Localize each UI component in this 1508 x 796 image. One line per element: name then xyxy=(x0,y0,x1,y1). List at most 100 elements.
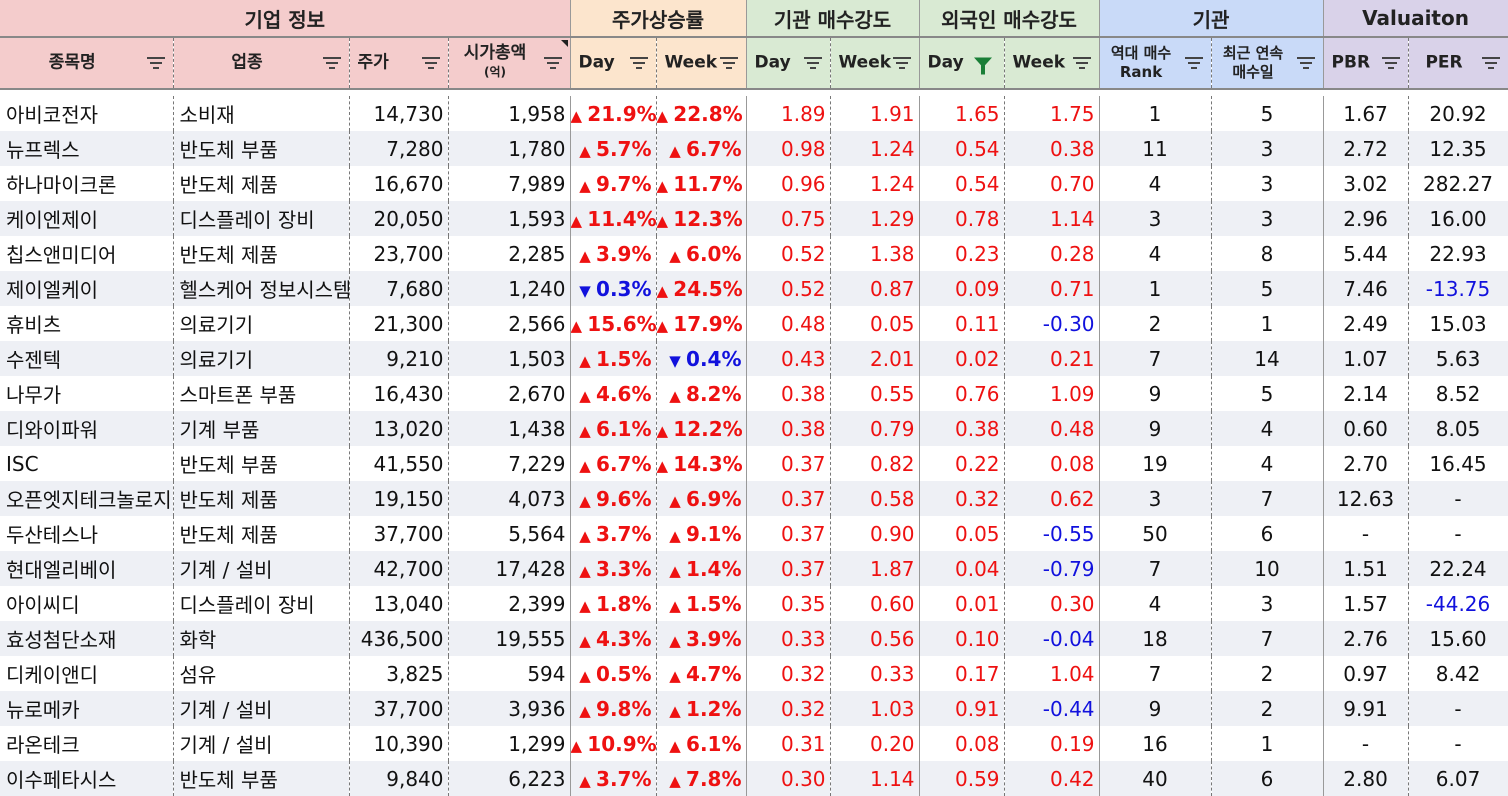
cell-value: 제이엘케이 xyxy=(6,278,98,302)
table-row[interactable]: 라온테크 기계 / 설비 10,390 1,299 ▲ 10.9% ▲ 6.1% 0.31 0… xyxy=(0,726,1508,761)
stock-name-cell: 효성첨단소재 xyxy=(0,621,174,656)
price-change-week-cell: ▲ 1.4% xyxy=(656,551,747,586)
filter-icon[interactable] xyxy=(1296,57,1315,69)
table-row[interactable]: 케이엔제이 디스플레이 장비 20,050 1,593 ▲ 11.4% ▲ 12.3% 0.… xyxy=(0,201,1508,236)
sector-cell: 디스플레이 장비 xyxy=(173,586,350,621)
filter-icon[interactable] xyxy=(803,57,822,69)
table-row[interactable]: ISC 반도체 부품 41,550 7,229 ▲ 6.7% ▲ 14.3% 0.37 0.8… xyxy=(0,446,1508,481)
cell-value: 6 xyxy=(1260,521,1274,546)
table-row[interactable]: 뉴프렉스 반도체 부품 7,280 1,780 ▲ 5.7% ▲ 6.7% 0.98 1.24… xyxy=(0,131,1508,166)
filter-icon[interactable] xyxy=(1381,57,1400,69)
cell-value: 화학 xyxy=(179,628,217,652)
table-row[interactable]: 제이엘케이 헬스케어 정보시스템 7,680 1,240 ▼ 0.3% ▲ 24.5% 0.… xyxy=(0,271,1508,306)
table-row[interactable]: 칩스앤미디어 반도체 제품 23,700 2,285 ▲ 3.9% ▲ 6.0% 0.52 1… xyxy=(0,236,1508,271)
table-row[interactable]: 아이씨디 디스플레이 장비 13,040 2,399 ▲ 1.8% ▲ 1.5% 0.35 0… xyxy=(0,586,1508,621)
percent-value: 15.6% xyxy=(587,311,657,336)
column-header[interactable]: PBR xyxy=(1323,37,1409,90)
table-row[interactable]: 하나마이크론 반도체 제품 16,670 7,989 ▲ 9.7% ▲ 11.7% 0.96… xyxy=(0,166,1508,201)
cell-value: 뉴프렉스 xyxy=(6,138,80,162)
stock-name-cell: 하나마이크론 xyxy=(0,166,174,201)
column-header-label: Week xyxy=(665,53,718,73)
column-header[interactable]: Week xyxy=(1004,37,1100,90)
arrow-up-icon: ▲ xyxy=(656,106,674,125)
table-row[interactable]: 두산테스나 반도체 제품 37,700 5,564 ▲ 3.7% ▲ 9.1% 0.37 0.… xyxy=(0,516,1508,551)
cell-value: 반도체 제품 xyxy=(179,488,278,512)
sector-cell: 기계 / 설비 xyxy=(173,551,350,586)
column-header[interactable]: PER xyxy=(1408,37,1508,90)
cell-value: 1.14 xyxy=(869,766,915,791)
filter-icon[interactable] xyxy=(322,57,341,69)
cell-value: -13.75 xyxy=(1425,276,1491,301)
table-row[interactable]: 뉴로메카 기계 / 설비 37,700 3,936 ▲ 9.8% ▲ 1.2% 0.32 1.… xyxy=(0,691,1508,726)
table-row[interactable]: 이수페타시스 반도체 부품 9,840 6,223 ▲ 3.7% ▲ 7.8% 0.30 1.… xyxy=(0,761,1508,796)
cell-value: 0.28 xyxy=(1050,241,1095,266)
stock-name-cell: 케이엔제이 xyxy=(0,201,174,236)
cell-value: 7.46 xyxy=(1343,276,1388,301)
filter-icon[interactable] xyxy=(892,57,911,69)
column-header[interactable]: 시가총액 (억) xyxy=(448,37,571,90)
table-row[interactable]: 오픈엣지테크놀로지 반도체 제품 19,150 4,073 ▲ 9.6% ▲ 6.9% 0.… xyxy=(0,481,1508,516)
filter-icon[interactable] xyxy=(1481,57,1500,69)
foreign-week-cell: -0.04 xyxy=(1004,621,1100,656)
price-cell: 37,700 xyxy=(349,691,449,726)
cell-value: 4 xyxy=(1260,451,1274,476)
column-header[interactable]: 역대 매수 Rank xyxy=(1099,37,1212,90)
column-header[interactable]: Day xyxy=(570,37,657,90)
table-row[interactable]: 디와이파워 기계 부품 13,020 1,438 ▲ 6.1% ▲ 12.2% 0.38 0.… xyxy=(0,411,1508,446)
price-change-day-cell: ▲ 1.8% xyxy=(570,586,657,621)
table-row[interactable]: 나무가 스마트폰 부품 16,430 2,670 ▲ 4.6% ▲ 8.2% 0.38 0.5… xyxy=(0,376,1508,411)
cell-value: 6 xyxy=(1260,766,1274,791)
column-header[interactable]: 종목명 xyxy=(0,37,174,90)
column-header-label-line: Week xyxy=(838,52,892,73)
filter-icon[interactable] xyxy=(1072,57,1091,69)
cell-value: 1,240 xyxy=(508,276,566,301)
table-row[interactable]: 아비코전자 소비재 14,730 1,958 ▲ 21.9% ▲ 22.8% 1.89 1.9… xyxy=(0,96,1508,131)
pbr-cell: 1.07 xyxy=(1323,341,1409,376)
filter-icon[interactable] xyxy=(146,57,165,69)
table-row[interactable]: 수젠텍 의료기기 9,210 1,503 ▲ 1.5% ▼ 0.4% 0.43 2.01 0.0… xyxy=(0,341,1508,376)
cell-value: 1 xyxy=(1260,731,1274,756)
column-header[interactable]: 주가 xyxy=(349,37,449,90)
column-header-label-line: PER xyxy=(1425,52,1463,73)
table-row[interactable]: 현대엘리베이 기계 / 설비 42,700 17,428 ▲ 3.3% ▲ 1.4% 0.3… xyxy=(0,551,1508,586)
filter-icon[interactable] xyxy=(543,57,562,69)
price-change-week-cell: ▲ 6.1% xyxy=(656,726,747,761)
stock-name-cell: 뉴프렉스 xyxy=(0,131,174,166)
market-cap-cell: 2,399 xyxy=(448,586,571,621)
table-row[interactable]: 디케이앤디 섬유 3,825 594 ▲ 0.5% ▲ 4.7% 0.32 0.33 0.17 1… xyxy=(0,656,1508,691)
column-header[interactable]: Week xyxy=(830,37,920,90)
column-header-label-line: Day xyxy=(927,52,964,73)
cell-value: 4 xyxy=(1148,591,1162,616)
cell-value: -0.04 xyxy=(1042,626,1095,651)
rank-cell: 40 xyxy=(1099,761,1212,796)
filter-icon[interactable] xyxy=(629,57,648,69)
streak-cell: 6 xyxy=(1211,761,1324,796)
header-spacer xyxy=(0,89,1508,96)
table-row[interactable]: 휴비츠 의료기기 21,300 2,566 ▲ 15.6% ▲ 17.9% 0.48 0.05… xyxy=(0,306,1508,341)
cell-value: - xyxy=(1361,731,1370,756)
cell-value: 2,566 xyxy=(508,311,566,336)
cell-value: 3 xyxy=(1148,206,1162,231)
column-header[interactable]: Week xyxy=(656,37,747,90)
sector-cell: 의료기기 xyxy=(173,341,350,376)
cell-value: - xyxy=(1454,696,1462,721)
foreign-week-cell: 0.38 xyxy=(1004,131,1100,166)
cell-value: 9 xyxy=(1148,696,1162,721)
column-header[interactable]: Day xyxy=(746,37,831,90)
column-header[interactable]: Day xyxy=(919,37,1005,90)
table-row[interactable]: 효성첨단소재 화학 436,500 19,555 ▲ 4.3% ▲ 3.9% 0.33 0.5… xyxy=(0,621,1508,656)
cell-value: 2.80 xyxy=(1343,766,1388,791)
column-header[interactable]: 업종 xyxy=(173,37,350,90)
cell-value: 반도체 부품 xyxy=(179,453,278,477)
cell-value: 0.04 xyxy=(954,556,1000,581)
foreign-week-cell: 0.42 xyxy=(1004,761,1100,796)
filter-icon[interactable] xyxy=(1184,57,1203,69)
cell-value: 뉴로메카 xyxy=(6,698,80,722)
column-header[interactable]: 최근 연속 매수일 xyxy=(1211,37,1324,90)
filter-icon[interactable] xyxy=(421,57,440,69)
sector-cell: 반도체 제품 xyxy=(173,516,350,551)
filter-icon[interactable] xyxy=(719,57,738,69)
stock-name-cell: 뉴로메카 xyxy=(0,691,174,726)
filter-active-icon[interactable] xyxy=(973,57,992,75)
column-header-label-line: 최근 연속 xyxy=(1222,44,1284,62)
